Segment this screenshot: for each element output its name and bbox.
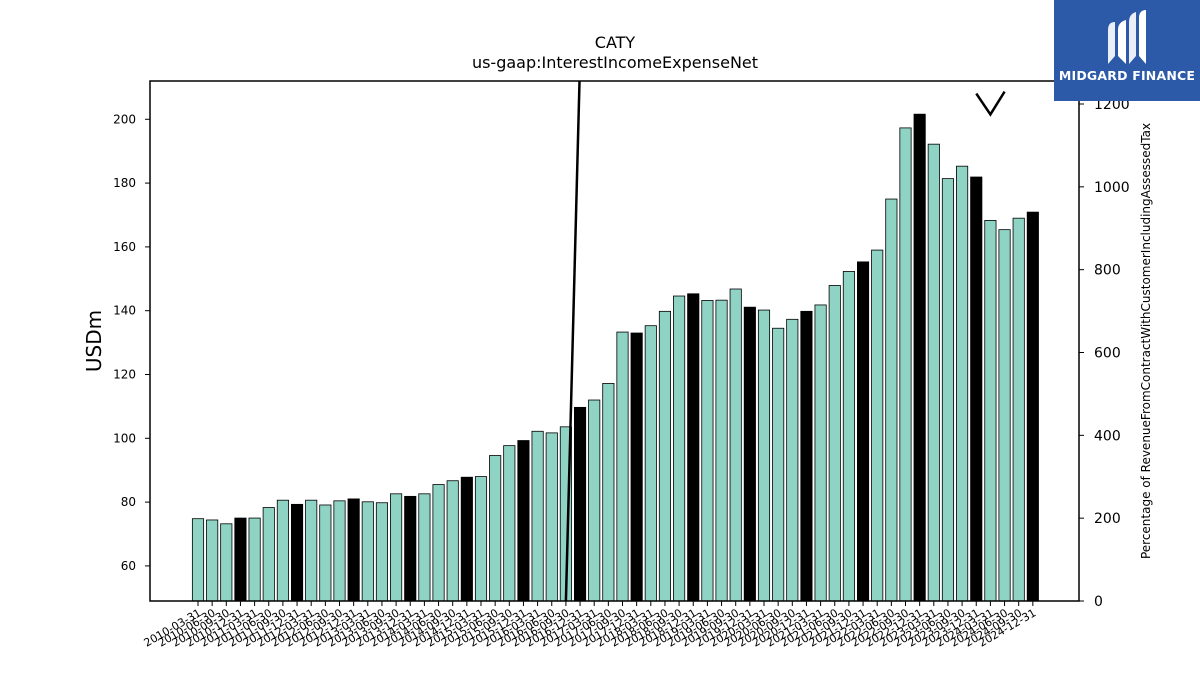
bar-2020-12-31 — [800, 310, 813, 602]
ratio-line-1 — [564, 81, 581, 601]
bar-2018-12-31 — [687, 293, 700, 602]
y-tick-label: 180 — [113, 176, 136, 190]
bar-2011-03-31 — [248, 517, 261, 602]
bar-2015-03-31 — [474, 476, 488, 602]
y-tick-label: 140 — [113, 304, 136, 318]
y2-tick-label: 1000 — [1094, 180, 1130, 196]
bar-2021-03-31 — [814, 304, 827, 602]
y2-tick-label: 600 — [1094, 346, 1121, 362]
y2-tick-label: 800 — [1094, 263, 1121, 279]
y2-tick-label: 0 — [1094, 594, 1103, 610]
ratio-line-2 — [975, 90, 1006, 117]
y-axis-left: 60 80 100 120 140 160 180 200 — [113, 112, 150, 573]
y-tick-label: 200 — [113, 112, 136, 126]
ratio-lines — [564, 81, 1006, 601]
x-axis: 2010-03-312010-06-302010-09-302010-12-31… — [142, 601, 1038, 650]
bar-2010-03-31 — [191, 518, 205, 602]
bar-2024-12-31 — [1026, 211, 1039, 602]
bar-2018-09-30 — [673, 295, 686, 602]
y-tick-label: 60 — [121, 559, 136, 573]
y-tick-label: 80 — [121, 495, 136, 509]
bar-2012-03-31 — [305, 499, 318, 602]
bar-2013-06-30 — [375, 502, 388, 602]
bar-2019-12-31 — [743, 306, 756, 602]
bar-2020-06-30 — [772, 327, 785, 602]
bar-2011-09-30 — [276, 499, 289, 602]
bar-2013-12-31 — [404, 495, 417, 602]
y-axis-label: USDm — [82, 310, 106, 372]
bar-2014-03-31 — [418, 493, 431, 602]
bar-2023-06-30 — [941, 178, 954, 602]
y2-tick-label: 1200 — [1094, 97, 1130, 113]
bar-2018-06-30 — [658, 310, 671, 602]
bar-2014-12-31 — [460, 476, 473, 602]
bar-2021-09-30 — [842, 271, 855, 602]
bar-2010-09-30 — [220, 523, 233, 602]
bar-2021-12-31 — [857, 261, 870, 602]
bar-2014-06-30 — [432, 484, 445, 602]
bar-2020-09-30 — [786, 318, 799, 602]
bar-2019-06-30 — [715, 299, 728, 602]
bar-2012-12-31 — [347, 498, 360, 602]
y2-tick-label: 400 — [1094, 428, 1121, 444]
bar-2011-12-31 — [290, 503, 304, 602]
bar-2017-12-31 — [630, 332, 643, 602]
bars — [191, 113, 1039, 602]
y-axis-right: 0 200 400 600 800 1000 1200 — [1079, 97, 1130, 610]
logo-icon — [1108, 10, 1146, 64]
plot-frame — [149, 80, 1080, 602]
logo-text: MIDGARD FINANCE — [1058, 68, 1196, 83]
bar-2015-09-30 — [503, 445, 516, 602]
bar-2024-06-30 — [998, 229, 1011, 602]
bar-2019-03-31 — [701, 300, 714, 602]
bar-2020-03-31 — [757, 309, 771, 602]
chart-subtitle: us-gaap:InterestIncomeExpenseNet — [472, 53, 758, 72]
bar-2018-03-31 — [644, 325, 657, 602]
y2-tick-label: 200 — [1094, 511, 1121, 527]
bar-2010-12-31 — [234, 517, 247, 602]
bar-2023-09-30 — [956, 165, 969, 602]
bar-2016-06-30 — [545, 432, 558, 602]
bar-2019-09-30 — [729, 288, 742, 602]
bar-2015-12-31 — [517, 440, 530, 602]
bar-2022-03-31 — [871, 249, 884, 602]
bar-2012-09-30 — [333, 500, 346, 602]
bar-2023-03-31 — [927, 143, 940, 602]
bar-2013-03-31 — [361, 501, 374, 602]
y-tick-label: 120 — [113, 367, 136, 381]
bar-2013-09-30 — [390, 493, 403, 602]
bar-2017-06-30 — [602, 383, 615, 602]
bar-2016-12-31 — [574, 406, 587, 602]
chart-title: CATY — [595, 33, 636, 52]
bar-2011-06-30 — [262, 507, 275, 602]
y2-axis-label: Percentage of RevenueFromContractWithCus… — [1139, 123, 1153, 559]
bar-2024-03-31 — [984, 220, 997, 602]
bar-2017-09-30 — [616, 331, 629, 602]
bar-2014-09-30 — [446, 480, 459, 602]
midgard-finance-logo: MIDGARD FINANCE — [1054, 0, 1200, 101]
bar-2012-06-30 — [319, 504, 332, 602]
bar-2010-06-30 — [206, 519, 219, 602]
y-tick-label: 160 — [113, 240, 136, 254]
bar-2015-06-30 — [489, 455, 502, 602]
y-tick-label: 100 — [113, 431, 136, 445]
bar-2021-06-30 — [828, 285, 841, 602]
bar-2022-06-30 — [885, 198, 898, 602]
bar-2017-03-31 — [588, 399, 601, 602]
bar-2022-09-30 — [899, 127, 912, 602]
bar-2016-03-31 — [531, 430, 544, 602]
bar-2024-09-30 — [1012, 217, 1025, 602]
bar-2022-12-31 — [913, 113, 926, 602]
bar-2023-12-31 — [970, 176, 983, 602]
